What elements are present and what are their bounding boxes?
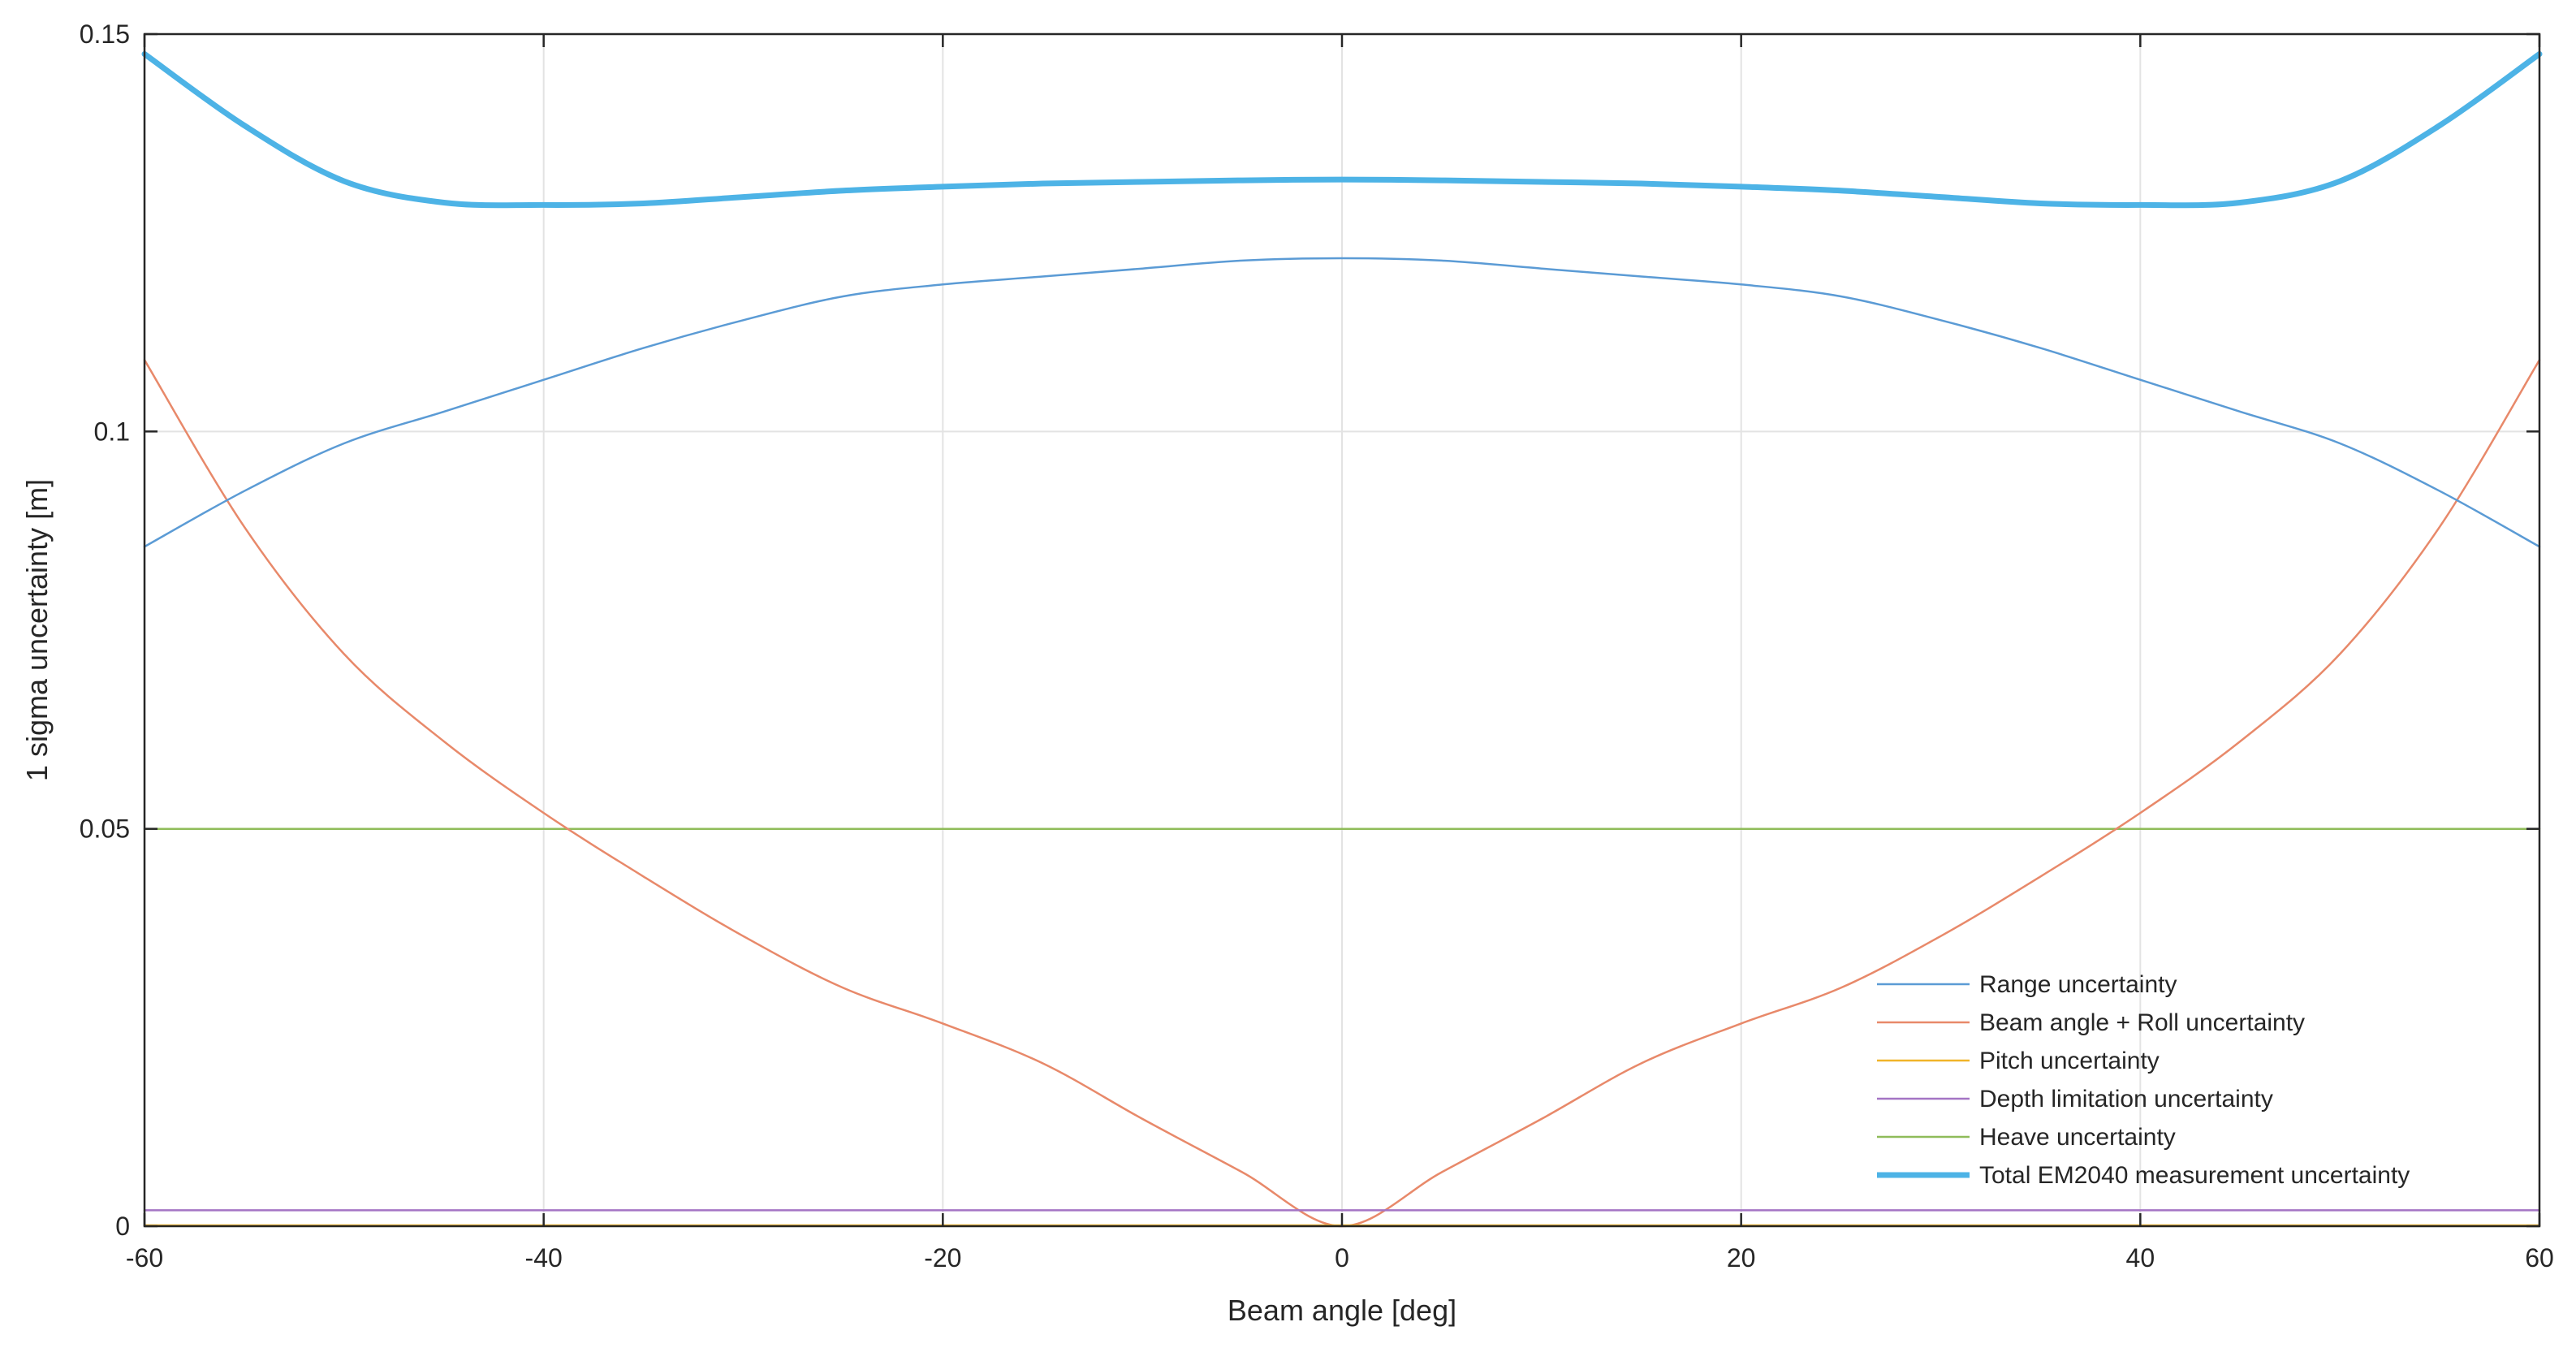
- axis-ticks: -60 -40 -20 0 20 40 60 0 0.05 0.1 0.15: [80, 19, 2554, 1272]
- x-tick-label: -40: [525, 1243, 563, 1272]
- y-axis-label: 1 sigma uncertainty [m]: [20, 479, 54, 781]
- x-tick-label: 20: [1727, 1243, 1756, 1272]
- legend-entry: Depth limitation uncertainty: [1979, 1086, 2273, 1113]
- x-tick-label: 0: [1335, 1243, 1349, 1272]
- legend-entry: Total EM2040 measurement uncertainty: [1979, 1162, 2410, 1189]
- legend-entry: Heave uncertainty: [1979, 1124, 2176, 1151]
- series-line-total-em2040-measurement-uncertainty: [141, 51, 2543, 209]
- series-line-range-uncertainty: [143, 257, 2541, 548]
- y-tick-label: 0.1: [94, 417, 130, 446]
- legend-entry: Pitch uncertainty: [1979, 1048, 2160, 1074]
- x-axis-label: Beam angle [deg]: [1228, 1294, 1456, 1327]
- x-tick-label: -20: [924, 1243, 961, 1272]
- y-tick-label: 0.05: [80, 814, 130, 844]
- y-tick-label: 0.15: [80, 19, 130, 49]
- x-tick-label: 40: [2126, 1243, 2155, 1272]
- legend-entry: Beam angle + Roll uncertainty: [1979, 1009, 2305, 1036]
- legend: Range uncertainty Beam angle + Roll uncer…: [1877, 971, 2410, 1189]
- x-tick-label: 60: [2525, 1243, 2554, 1272]
- grid-lines: [144, 33, 2540, 1227]
- legend-entry: Range uncertainty: [1979, 971, 2177, 998]
- y-tick-label: 0: [115, 1212, 130, 1241]
- x-tick-label: -60: [126, 1243, 163, 1272]
